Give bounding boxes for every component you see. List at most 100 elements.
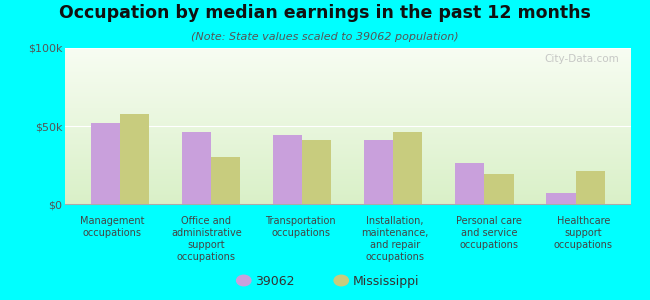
Bar bbox=[65, 69, 630, 70]
Text: Occupation by median earnings in the past 12 months: Occupation by median earnings in the pas… bbox=[59, 4, 591, 22]
Bar bbox=[65, 131, 630, 132]
Bar bbox=[65, 81, 630, 82]
Bar bbox=[65, 130, 630, 131]
Bar bbox=[65, 51, 630, 52]
Bar bbox=[120, 113, 149, 204]
Bar bbox=[65, 140, 630, 141]
Bar bbox=[65, 53, 630, 54]
Bar bbox=[65, 202, 630, 203]
Bar bbox=[65, 120, 630, 121]
Bar bbox=[65, 89, 630, 90]
Bar bbox=[65, 114, 630, 115]
Bar bbox=[65, 199, 630, 200]
Bar bbox=[65, 121, 630, 122]
Bar bbox=[65, 176, 630, 177]
Bar bbox=[65, 56, 630, 57]
Bar bbox=[65, 93, 630, 94]
Bar bbox=[65, 123, 630, 124]
Bar bbox=[65, 153, 630, 154]
Bar bbox=[65, 75, 630, 76]
Bar bbox=[65, 193, 630, 194]
Bar bbox=[65, 83, 630, 84]
Bar bbox=[65, 118, 630, 119]
Bar bbox=[65, 117, 630, 118]
Bar bbox=[65, 136, 630, 137]
Bar bbox=[576, 171, 604, 204]
Bar bbox=[65, 165, 630, 166]
Bar bbox=[65, 198, 630, 199]
Bar bbox=[65, 79, 630, 80]
Bar bbox=[65, 62, 630, 63]
Bar bbox=[65, 77, 630, 78]
Bar bbox=[65, 57, 630, 58]
Bar bbox=[65, 173, 630, 174]
Bar bbox=[65, 141, 630, 142]
Bar bbox=[65, 99, 630, 100]
Bar bbox=[65, 137, 630, 138]
Bar bbox=[65, 97, 630, 98]
Bar bbox=[65, 157, 630, 158]
Bar bbox=[65, 156, 630, 157]
Bar bbox=[65, 82, 630, 83]
Bar bbox=[65, 184, 630, 185]
Bar bbox=[65, 185, 630, 186]
Bar bbox=[65, 65, 630, 66]
Text: Personal care
and service
occupations: Personal care and service occupations bbox=[456, 216, 522, 250]
Bar bbox=[65, 64, 630, 65]
Bar bbox=[65, 145, 630, 146]
Bar bbox=[65, 188, 630, 189]
Text: 39062: 39062 bbox=[255, 275, 295, 288]
Bar bbox=[65, 200, 630, 201]
Bar bbox=[65, 192, 630, 193]
Bar bbox=[65, 197, 630, 198]
Bar bbox=[65, 190, 630, 191]
Bar bbox=[65, 178, 630, 179]
Bar bbox=[65, 92, 630, 93]
Bar bbox=[91, 123, 120, 204]
Bar bbox=[65, 50, 630, 51]
Bar bbox=[65, 152, 630, 153]
Bar bbox=[65, 60, 630, 61]
Bar bbox=[65, 155, 630, 156]
Text: Office and
administrative
support
occupations: Office and administrative support occupa… bbox=[171, 216, 242, 262]
Bar bbox=[302, 140, 332, 204]
Bar bbox=[65, 80, 630, 81]
Bar bbox=[65, 125, 630, 126]
Bar bbox=[65, 96, 630, 97]
Bar bbox=[65, 144, 630, 145]
Bar bbox=[182, 132, 211, 204]
Bar bbox=[65, 107, 630, 108]
Bar bbox=[65, 129, 630, 130]
Bar bbox=[65, 175, 630, 176]
Bar bbox=[65, 169, 630, 170]
Bar bbox=[65, 110, 630, 111]
Bar bbox=[65, 134, 630, 135]
Bar bbox=[65, 124, 630, 125]
Bar bbox=[65, 201, 630, 202]
Bar bbox=[65, 72, 630, 73]
Bar bbox=[65, 58, 630, 59]
Bar bbox=[65, 54, 630, 55]
Bar bbox=[65, 182, 630, 183]
Bar bbox=[65, 119, 630, 120]
Bar bbox=[65, 84, 630, 85]
Bar bbox=[65, 126, 630, 127]
Bar bbox=[65, 67, 630, 68]
Bar bbox=[65, 104, 630, 105]
Bar bbox=[65, 163, 630, 164]
Bar bbox=[65, 168, 630, 169]
Bar bbox=[547, 193, 576, 204]
Bar bbox=[65, 63, 630, 64]
Bar bbox=[211, 157, 240, 204]
Bar bbox=[65, 187, 630, 188]
Bar bbox=[65, 88, 630, 89]
Bar bbox=[65, 95, 630, 96]
Text: Transportation
occupations: Transportation occupations bbox=[265, 216, 336, 238]
Bar bbox=[65, 85, 630, 86]
Bar bbox=[65, 160, 630, 161]
Bar bbox=[65, 86, 630, 87]
Bar bbox=[65, 177, 630, 178]
Bar bbox=[65, 100, 630, 101]
Bar bbox=[65, 128, 630, 129]
Bar bbox=[65, 158, 630, 159]
